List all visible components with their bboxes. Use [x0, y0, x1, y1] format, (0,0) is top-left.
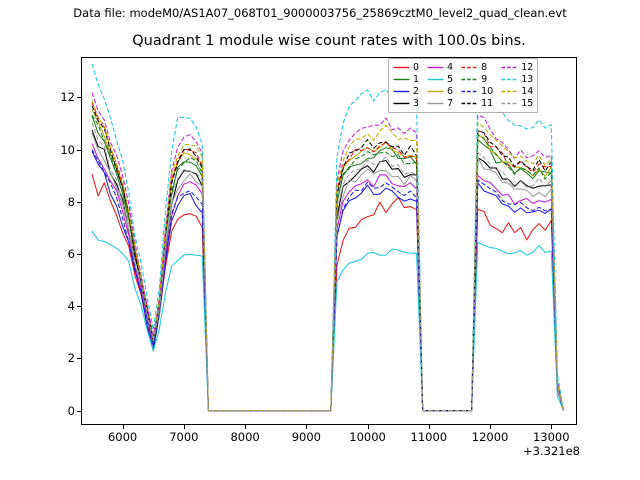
legend-label-10: 10: [481, 85, 494, 97]
legend-entry-7[interactable]: 7: [427, 98, 453, 109]
legend-label-4: 4: [447, 61, 454, 73]
legend-swatch-8: [461, 66, 478, 69]
series-line-9: [91, 114, 565, 412]
series-line-10: [91, 149, 565, 412]
legend-swatch-7: [427, 102, 444, 105]
x-tick-mark: [306, 425, 308, 429]
y-tick-label: 10: [60, 142, 75, 157]
series-line-15: [91, 122, 565, 412]
x-tick-mark: [122, 425, 124, 429]
y-tick-label: 8: [67, 194, 75, 209]
legend-swatch-1: [393, 78, 410, 81]
legend-swatch-12: [501, 66, 518, 69]
y-tick-mark: [77, 201, 81, 203]
x-tick-label: 9000: [291, 430, 321, 444]
legend-entry-4[interactable]: 4: [427, 62, 453, 73]
legend-label-12: 12: [521, 61, 534, 73]
legend-entry-1[interactable]: 1: [393, 74, 419, 85]
legend-swatch-13: [501, 78, 518, 81]
y-tick-mark: [77, 149, 81, 151]
legend-entry-2[interactable]: 2: [393, 86, 419, 97]
legend-label-1: 1: [413, 73, 420, 85]
legend-swatch-2: [393, 90, 410, 93]
y-tick-mark: [77, 306, 81, 308]
x-tick-label: 12000: [471, 430, 509, 444]
legend-swatch-11: [461, 102, 478, 105]
x-tick-mark: [490, 425, 492, 429]
legend-entry-10[interactable]: 10: [461, 86, 493, 97]
legend-label-2: 2: [413, 85, 420, 97]
legend-label-7: 7: [447, 97, 454, 109]
legend-label-0: 0: [413, 61, 420, 73]
x-tick-label: 11000: [410, 430, 448, 444]
y-tick-label: 4: [67, 299, 75, 314]
legend-entry-9[interactable]: 9: [461, 74, 493, 85]
legend-swatch-5: [427, 78, 444, 81]
legend-entry-8[interactable]: 8: [461, 62, 493, 73]
series-line-5: [91, 230, 565, 412]
legend-label-13: 13: [521, 73, 534, 85]
legend-grid: 0 1 2 3 4 5 6 7 8 9 10 11 12 13 14 15: [393, 62, 533, 109]
series-line-4: [91, 143, 565, 412]
series-line-0: [91, 173, 565, 412]
series-line-12: [91, 92, 565, 412]
x-axis-offset-label: +3.321e8: [523, 444, 580, 458]
y-tick-label: 12: [60, 90, 75, 105]
x-tick-mark: [245, 425, 247, 429]
legend-entry-13[interactable]: 13: [501, 74, 533, 85]
legend-label-8: 8: [481, 61, 488, 73]
legend-swatch-6: [427, 90, 444, 93]
y-tick-mark: [77, 97, 81, 99]
y-tick-label: 6: [67, 247, 75, 262]
legend-label-6: 6: [447, 85, 454, 97]
legend-entry-14[interactable]: 14: [501, 86, 533, 97]
legend-entry-11[interactable]: 11: [461, 98, 493, 109]
y-tick-mark: [77, 410, 81, 412]
data-file-caption: Data file: modeM0/AS1A07_068T01_90000037…: [73, 6, 567, 20]
legend-label-15: 15: [521, 97, 534, 109]
legend-label-11: 11: [481, 97, 494, 109]
legend-swatch-10: [461, 90, 478, 93]
legend-swatch-15: [501, 102, 518, 105]
legend-entry-3[interactable]: 3: [393, 98, 419, 109]
plot-title: Quadrant 1 module wise count rates with …: [132, 33, 526, 49]
legend-swatch-3: [393, 102, 410, 105]
line-chart-svg: [91, 64, 565, 412]
legend-entry-15[interactable]: 15: [501, 98, 533, 109]
legend-label-5: 5: [447, 73, 454, 85]
y-tick-label: 2: [67, 351, 75, 366]
legend-entry-6[interactable]: 6: [427, 86, 453, 97]
legend-entry-5[interactable]: 5: [427, 74, 453, 85]
y-tick-mark: [77, 358, 81, 360]
legend-swatch-14: [501, 90, 518, 93]
x-tick-mark: [367, 425, 369, 429]
legend-swatch-0: [393, 66, 410, 69]
x-tick-label: 8000: [230, 430, 260, 444]
series-line-2: [91, 150, 565, 412]
legend-label-3: 3: [413, 97, 420, 109]
legend-entry-12[interactable]: 12: [501, 62, 533, 73]
x-tick-label: 10000: [349, 430, 386, 444]
x-tick-label: 13000: [532, 430, 570, 444]
legend-label-14: 14: [521, 85, 534, 97]
y-tick-label: 0: [67, 403, 75, 418]
x-tick-mark: [183, 425, 185, 429]
series-line-13: [91, 64, 565, 412]
x-tick-label: 7000: [169, 430, 199, 444]
x-tick-mark: [551, 425, 553, 429]
x-tick-label: 6000: [107, 430, 138, 444]
legend-label-9: 9: [481, 73, 488, 85]
legend-entry-0[interactable]: 0: [393, 62, 419, 73]
legend-swatch-9: [461, 78, 478, 81]
y-tick-mark: [77, 254, 81, 256]
legend-swatch-4: [427, 66, 444, 69]
x-tick-mark: [428, 425, 430, 429]
legend-box[interactable]: 0 1 2 3 4 5 6 7 8 9 10 11 12 13 14 15: [388, 58, 539, 113]
